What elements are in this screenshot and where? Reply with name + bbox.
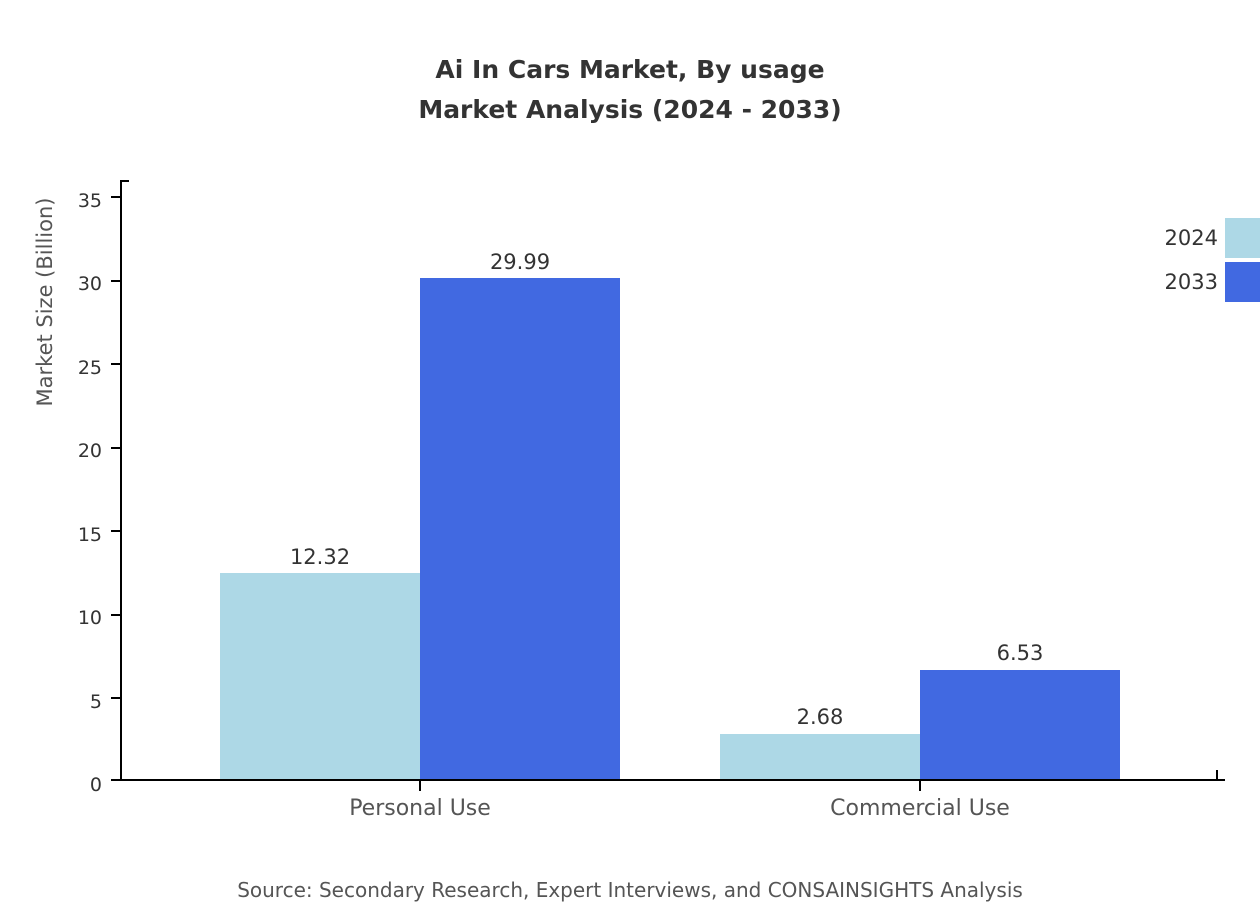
bar-personal-use-2024[interactable]: [220, 573, 420, 779]
y-axis-top-cap: [120, 180, 129, 182]
y-tick-mark-35: [111, 196, 120, 198]
y-tick-mark-30: [111, 280, 120, 282]
legend-label-2024: 2024: [1164, 226, 1218, 250]
y-tick-label-group: 35 30 25 20 15 10 5 0: [40, 180, 110, 796]
y-tick-label-5: 5: [89, 691, 102, 713]
legend-item-2033[interactable]: 2033: [1110, 262, 1260, 302]
y-tick-mark-10: [111, 614, 120, 616]
bar-value-label-commercial-use-2024: 2.68: [796, 705, 844, 729]
bar-personal-use-2033[interactable]: [420, 278, 620, 779]
y-tick-mark-5: [111, 697, 120, 699]
bar-value-label-personal-use-2033: 29.99: [489, 250, 551, 274]
y-tick-label-20: 20: [77, 440, 102, 462]
y-tick-label-10: 10: [77, 607, 102, 629]
x-tick-mark-personal-use: [419, 781, 421, 791]
bar-commercial-use-2024[interactable]: [720, 734, 920, 779]
chart-title-line-2: Market Analysis (2024 - 2033): [418, 95, 842, 124]
chart-title-line-1: Ai In Cars Market, By usage: [435, 55, 825, 84]
chart-title: Ai In Cars Market, By usage Market Analy…: [0, 50, 1260, 130]
y-tick-label-25: 25: [77, 357, 102, 379]
x-axis-right-cap: [1216, 770, 1218, 781]
y-tick-label-35: 35: [77, 190, 102, 212]
x-axis-line: [120, 779, 1225, 781]
y-tick-mark-0: [111, 779, 120, 781]
legend-swatch-2024: [1225, 218, 1260, 258]
y-axis-line: [120, 180, 122, 781]
legend-swatch-2033: [1225, 262, 1260, 302]
chart-legend: 2024 2033: [1110, 214, 1260, 314]
y-tick-mark-25: [111, 363, 120, 365]
y-tick-label-0: 0: [89, 774, 102, 796]
x-tick-mark-commercial-use: [919, 781, 921, 791]
y-tick-mark-20: [111, 447, 120, 449]
bar-value-label-commercial-use-2033: 6.53: [996, 641, 1044, 665]
x-tick-label-commercial-use: Commercial Use: [830, 796, 1010, 821]
plot-area: 12.32 29.99 2.68 6.53 Personal Use Comme…: [111, 180, 1225, 821]
x-tick-label-personal-use: Personal Use: [349, 796, 491, 821]
y-tick-label-15: 15: [77, 524, 102, 546]
bar-value-label-personal-use-2024: 12.32: [289, 545, 351, 569]
bar-commercial-use-2033[interactable]: [920, 670, 1120, 779]
y-tick-mark-15: [111, 530, 120, 532]
y-tick-label-30: 30: [77, 273, 102, 295]
legend-label-2033: 2033: [1164, 270, 1218, 294]
legend-item-2024[interactable]: 2024: [1110, 218, 1260, 258]
source-note: Source: Secondary Research, Expert Inter…: [237, 878, 1023, 902]
